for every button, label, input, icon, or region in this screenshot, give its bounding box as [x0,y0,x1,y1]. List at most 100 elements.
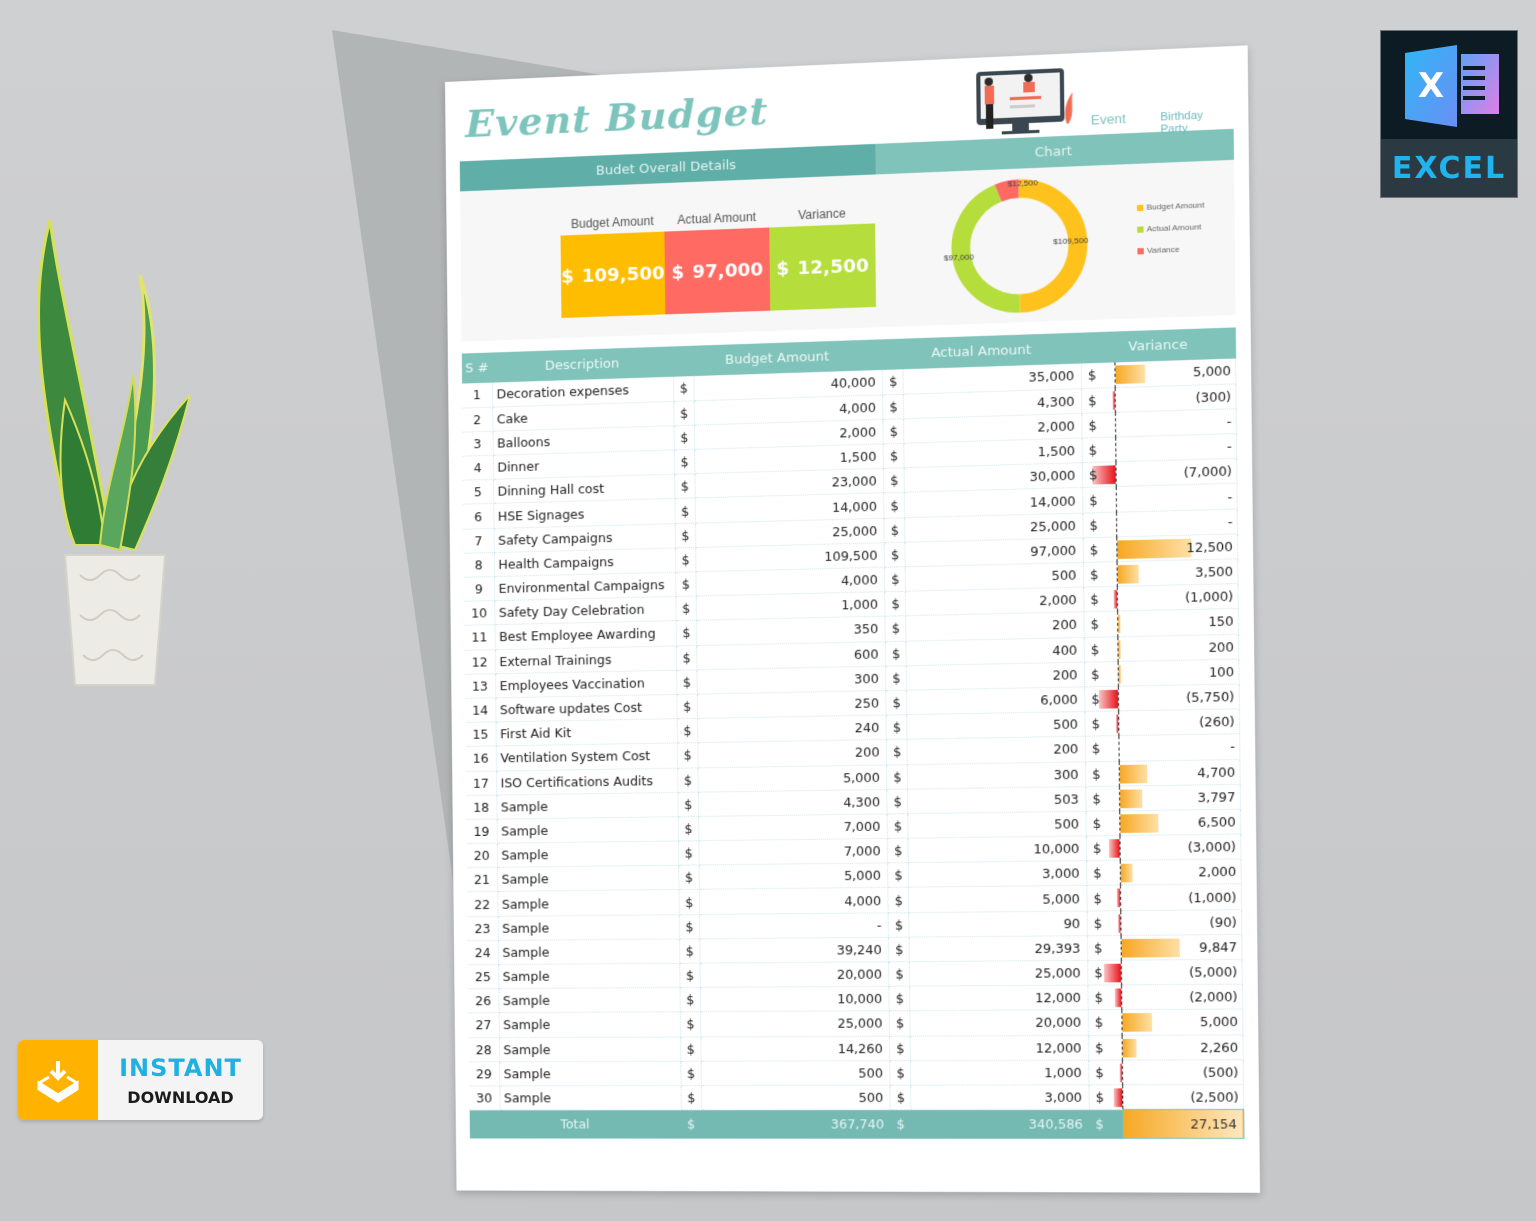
row-variance[interactable]: (90) [1120,909,1242,936]
row-budget[interactable]: 240 [696,715,887,743]
row-variance[interactable]: (5,000) [1121,959,1243,986]
row-actual[interactable]: 90 [908,910,1088,937]
row-description[interactable]: Sample [498,987,680,1014]
row-number[interactable]: 3 [462,431,493,457]
row-budget[interactable]: 500 [700,1060,890,1086]
row-number[interactable]: 12 [464,649,496,675]
row-number[interactable]: 18 [466,794,497,820]
row-actual[interactable]: 10,000 [907,836,1087,863]
row-number[interactable]: 4 [462,455,493,481]
row-description[interactable]: Sample [497,938,680,965]
row-number[interactable]: 15 [465,722,496,747]
row-budget[interactable]: 600 [696,641,886,670]
row-description[interactable]: Sample [499,1061,681,1086]
row-budget[interactable]: 5,000 [698,863,888,890]
row-actual[interactable]: 200 [906,661,1085,691]
row-number[interactable]: 13 [465,673,496,699]
row-number[interactable]: 9 [464,576,495,602]
row-variance[interactable]: (500) [1122,1059,1244,1085]
row-actual[interactable]: 5,000 [908,885,1087,913]
row-number[interactable]: 1 [462,382,493,408]
row-description[interactable]: Sample [497,889,679,916]
row-number[interactable]: 23 [467,915,498,941]
row-number[interactable]: 28 [468,1037,500,1062]
row-variance[interactable]: 100 [1117,658,1240,687]
row-actual[interactable]: 12,000 [910,1035,1089,1061]
row-variance[interactable]: - [1115,408,1237,438]
row-budget[interactable]: 300 [696,665,886,695]
row-variance[interactable]: - [1116,508,1238,537]
row-variance[interactable]: 6,500 [1119,809,1241,836]
row-actual[interactable]: 200 [906,736,1086,765]
row-description[interactable]: Sample [496,816,678,844]
row-actual[interactable]: 500 [907,811,1087,839]
row-variance[interactable]: 3,797 [1119,784,1241,811]
row-variance[interactable]: (300) [1114,383,1237,413]
row-budget[interactable]: 4,000 [698,887,889,915]
row-variance[interactable]: (260) [1118,708,1240,736]
row-actual[interactable]: 12,000 [909,985,1088,1012]
row-budget[interactable]: 500 [700,1085,891,1110]
row-number[interactable]: 2 [462,406,493,432]
row-budget[interactable]: 5,000 [697,764,887,792]
row-number[interactable]: 25 [468,964,499,989]
row-variance[interactable]: 3,500 [1116,558,1239,587]
row-variance[interactable]: (1,000) [1117,583,1239,612]
row-description[interactable]: Sample [498,1012,681,1038]
row-number[interactable]: 5 [463,479,494,505]
row-actual[interactable]: 503 [907,786,1086,814]
row-actual[interactable]: 1,000 [910,1059,1089,1086]
row-description[interactable]: Sample [496,792,678,819]
row-description[interactable]: Sample [496,841,679,868]
row-variance[interactable]: (7,000) [1115,458,1237,487]
row-number[interactable]: 8 [463,552,495,578]
row-variance[interactable]: (5,750) [1118,683,1240,712]
row-number[interactable]: 30 [469,1085,500,1111]
row-budget[interactable]: - [699,912,889,939]
row-variance[interactable]: 4,700 [1118,758,1241,786]
row-variance[interactable]: - [1115,433,1237,463]
row-actual[interactable]: 500 [906,711,1086,740]
row-number[interactable]: 29 [469,1061,500,1086]
row-budget[interactable]: 200 [697,739,887,768]
row-number[interactable]: 26 [468,988,499,1014]
row-description[interactable]: First Aid Kit [495,718,677,747]
row-actual[interactable]: 20,000 [909,1010,1089,1036]
row-budget[interactable]: 39,240 [699,937,889,964]
row-actual[interactable]: 3,000 [908,860,1087,888]
row-description[interactable]: Sample [498,963,680,989]
row-budget[interactable]: 14,260 [700,1035,890,1061]
row-actual[interactable]: 6,000 [906,686,1085,715]
row-variance[interactable]: 12,500 [1116,533,1238,562]
row-number[interactable]: 17 [466,770,497,796]
row-variance[interactable]: 9,847 [1120,934,1243,961]
row-description[interactable]: Sample [498,1036,681,1062]
row-variance[interactable]: 2,260 [1121,1034,1244,1060]
row-budget[interactable]: 10,000 [699,986,890,1013]
row-number[interactable]: 27 [468,1013,499,1038]
row-description[interactable]: Employees Vaccination [495,669,677,698]
row-actual[interactable]: 29,393 [908,935,1088,962]
row-actual[interactable]: 400 [905,637,1085,666]
row-budget[interactable]: 25,000 [700,1011,890,1037]
row-number[interactable]: 21 [467,867,498,893]
row-variance[interactable]: (2,000) [1121,984,1243,1010]
row-number[interactable]: 10 [464,600,495,626]
row-variance[interactable]: - [1118,733,1240,761]
row-variance[interactable]: 5,000 [1121,1009,1243,1035]
row-description[interactable]: Sample [497,865,679,892]
row-variance[interactable]: 150 [1117,608,1239,637]
row-actual[interactable]: 300 [907,761,1086,789]
row-number[interactable]: 6 [463,503,494,529]
row-budget[interactable]: 20,000 [699,961,889,988]
row-description[interactable]: Sample [497,914,679,941]
row-budget[interactable]: 250 [696,690,886,719]
row-number[interactable]: 11 [464,625,495,650]
row-number[interactable]: 16 [465,746,497,771]
row-budget[interactable]: 4,300 [697,789,887,817]
row-variance[interactable]: (2,500) [1122,1084,1244,1110]
row-variance[interactable]: 200 [1117,633,1239,662]
row-number[interactable]: 22 [467,891,498,917]
row-variance[interactable]: - [1116,483,1238,512]
row-number[interactable]: 19 [466,818,497,844]
